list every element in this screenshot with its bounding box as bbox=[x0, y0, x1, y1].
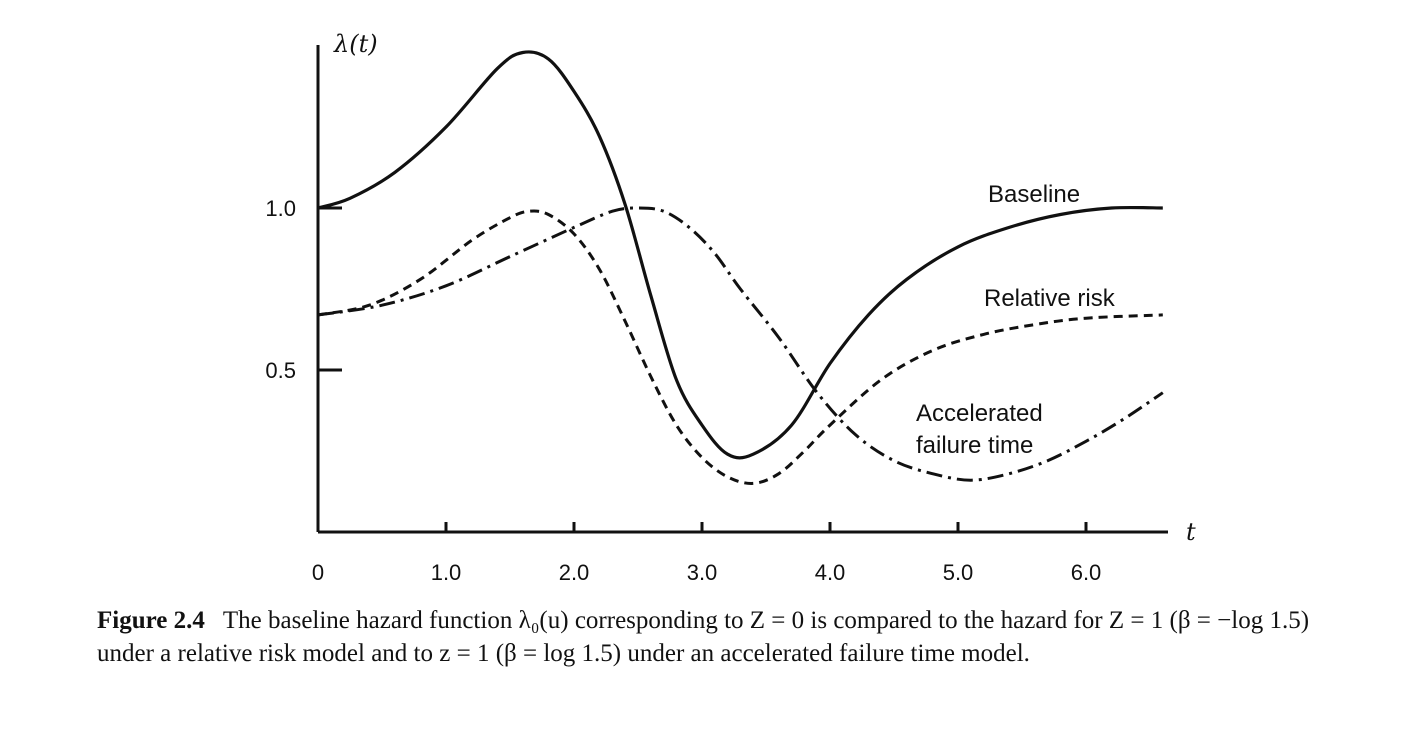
series-labels: Baseline Relative risk Accelerated failure … bbox=[916, 181, 1116, 459]
x-axis-label: t bbox=[1186, 518, 1196, 546]
x-tick-label: 0 bbox=[312, 560, 324, 585]
x-tick-label: 4.0 bbox=[815, 560, 846, 585]
figure-number: Figure 2.4 bbox=[97, 607, 205, 634]
series-label-accelerated-failure-time: Accelerated failure time bbox=[916, 400, 1043, 459]
axes: λ(t) t bbox=[316, 30, 1196, 546]
figure-caption: Figure 2.4 The baseline hazard function λ… bbox=[97, 604, 1337, 670]
ticks: 0 1.0 2.0 3.0 4.0 5.0 6.0 0.5 1.0 bbox=[265, 196, 1101, 585]
caption-text: The baseline hazard function λ₀(u) corre… bbox=[97, 607, 1310, 667]
y-axis-label: λ(t) bbox=[333, 30, 378, 58]
hazard-chart: λ(t) t 0 1.0 2.0 3.0 4.0 5.0 6.0 0.5 1.0 Baselin… bbox=[265, 30, 1196, 585]
x-tick-label: 3.0 bbox=[687, 560, 718, 585]
y-tick-label: 0.5 bbox=[265, 358, 296, 383]
series-line-baseline bbox=[317, 50, 1163, 460]
y-tick-label: 1.0 bbox=[265, 196, 296, 221]
series-line-relative-risk bbox=[317, 209, 1163, 485]
x-tick-label: 2.0 bbox=[559, 560, 590, 585]
x-tick-label: 6.0 bbox=[1071, 560, 1102, 585]
series-label-baseline: Baseline bbox=[988, 181, 1080, 208]
series-line-accelerated-failure-time bbox=[317, 206, 1164, 482]
x-tick-label: 1.0 bbox=[431, 560, 462, 585]
series-label-relative-risk: Relative risk bbox=[984, 285, 1116, 312]
x-tick-label: 5.0 bbox=[943, 560, 974, 585]
series bbox=[317, 50, 1164, 485]
